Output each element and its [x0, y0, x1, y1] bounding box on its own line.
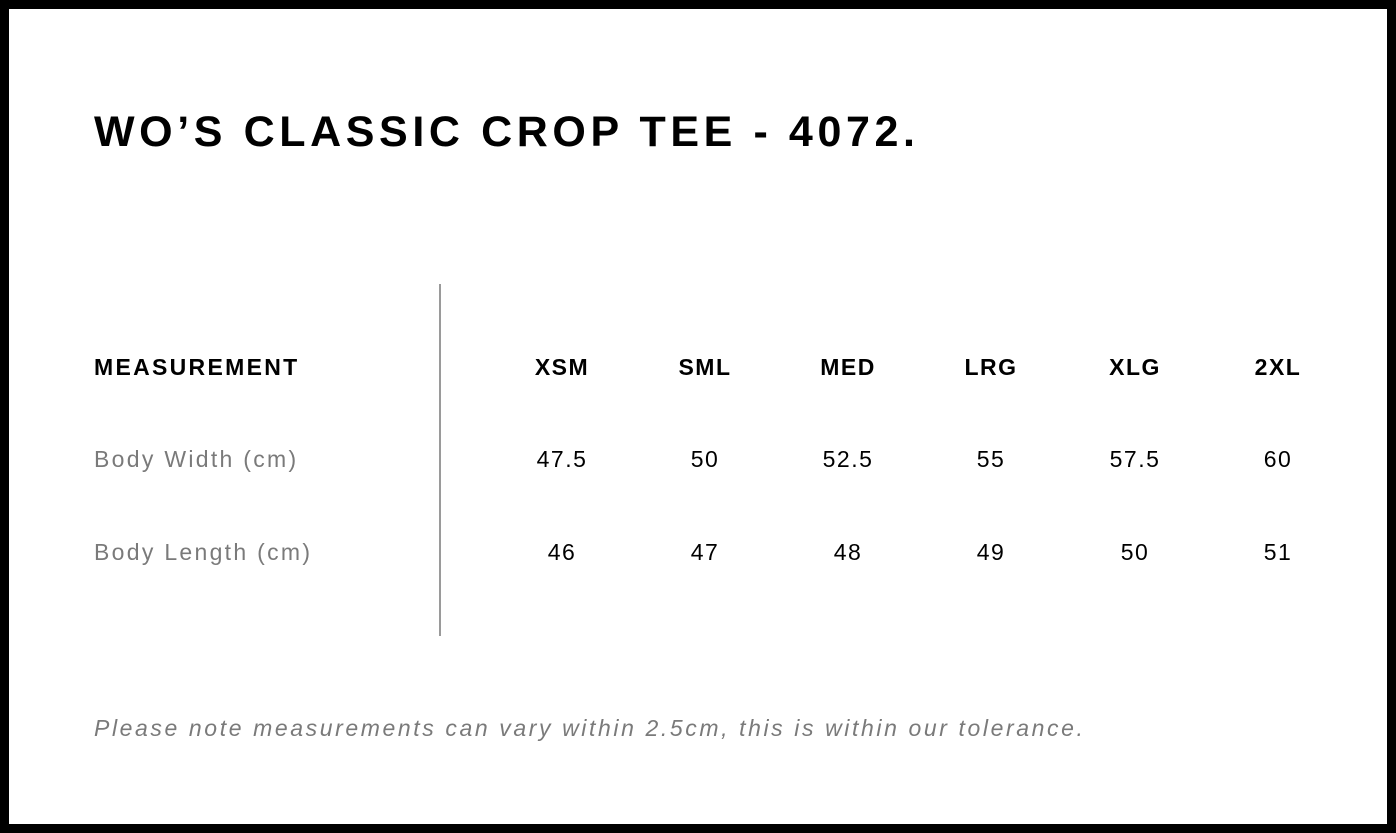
header-measurement: MEASUREMENT — [94, 354, 300, 380]
table-cell: 46 — [547, 539, 577, 565]
table-cell: 55 — [976, 446, 1006, 472]
table-cell: 60 — [1263, 446, 1293, 472]
table-cell: 47 — [690, 539, 720, 565]
header-size: 2XL — [1254, 354, 1302, 380]
header-size: XLG — [1109, 354, 1161, 380]
header-size: XSM — [534, 354, 590, 380]
table-cell: 52.5 — [822, 446, 874, 472]
table-cell: 51 — [1263, 539, 1293, 565]
header-size: SML — [678, 354, 732, 380]
tolerance-note: Please note measurements can vary within… — [94, 715, 1086, 741]
row-label: Body Width (cm) — [94, 446, 299, 472]
table-cell: 50 — [1120, 539, 1150, 565]
header-size: LRG — [964, 354, 1018, 380]
size-chart-card: WO’S CLASSIC CROP TEE - 4072. MEASUREMEN… — [9, 9, 1387, 824]
row-label: Body Length (cm) — [94, 539, 313, 565]
column-divider — [439, 284, 441, 636]
table-cell: 50 — [690, 446, 720, 472]
page-title: WO’S CLASSIC CROP TEE - 4072. — [94, 108, 920, 156]
header-size: MED — [820, 354, 876, 380]
table-cell: 49 — [976, 539, 1006, 565]
table-cell: 57.5 — [1109, 446, 1161, 472]
table-cell: 48 — [833, 539, 863, 565]
table-cell: 47.5 — [536, 446, 588, 472]
